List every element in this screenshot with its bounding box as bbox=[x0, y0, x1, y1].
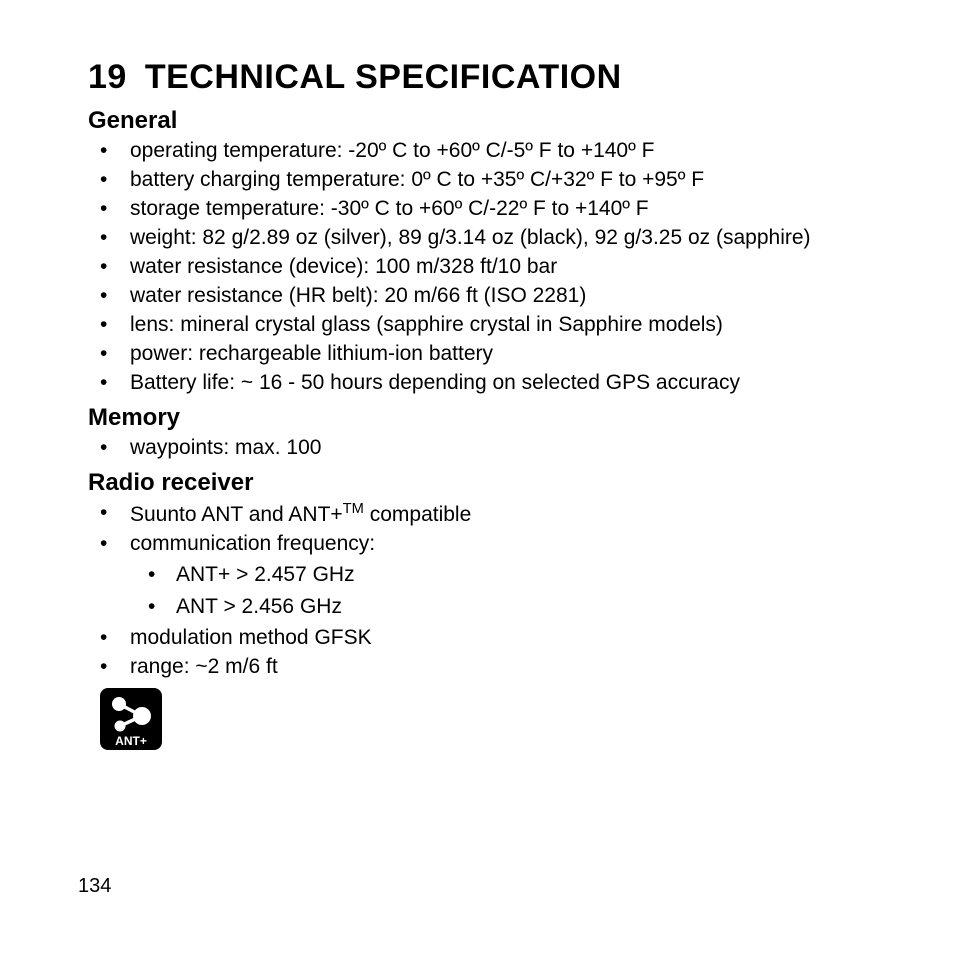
ant-plus-logo-icon: ANT+ bbox=[100, 688, 162, 750]
general-list: operating temperature: -20º C to +60º C/… bbox=[88, 137, 876, 398]
list-item: battery charging temperature: 0º C to +3… bbox=[88, 166, 876, 195]
list-item: weight: 82 g/2.89 oz (silver), 89 g/3.14… bbox=[88, 224, 876, 253]
list-item: lens: mineral crystal glass (sapphire cr… bbox=[88, 311, 876, 340]
memory-list: waypoints: max. 100 bbox=[88, 434, 876, 463]
list-item: operating temperature: -20º C to +60º C/… bbox=[88, 137, 876, 166]
list-item: modulation method GFSK bbox=[88, 624, 876, 653]
list-item: waypoints: max. 100 bbox=[88, 434, 876, 463]
section-heading-radio: Radio receiver bbox=[88, 469, 876, 497]
radio-list: Suunto ANT and ANT+TM compatible communi… bbox=[88, 499, 876, 682]
list-item: Battery life: ~ 16 - 50 hours depending … bbox=[88, 369, 876, 398]
list-item: ANT+ > 2.457 GHz bbox=[130, 559, 876, 592]
chapter-title-text: TECHNICAL SPECIFICATION bbox=[145, 58, 622, 96]
list-item: storage temperature: -30º C to +60º C/-2… bbox=[88, 195, 876, 224]
ant-plus-label: ANT+ bbox=[115, 734, 147, 748]
list-item: power: rechargeable lithium-ion battery bbox=[88, 340, 876, 369]
section-heading-memory: Memory bbox=[88, 404, 876, 432]
compat-suffix: compatible bbox=[364, 503, 471, 526]
trademark-sup: TM bbox=[343, 501, 364, 517]
list-item: range: ~2 m/6 ft bbox=[88, 653, 876, 682]
list-item: Suunto ANT and ANT+TM compatible bbox=[88, 499, 876, 530]
list-item: water resistance (HR belt): 20 m/66 ft (… bbox=[88, 282, 876, 311]
chapter-number: 19 bbox=[88, 58, 127, 96]
section-heading-general: General bbox=[88, 107, 876, 135]
list-item: ANT > 2.456 GHz bbox=[130, 591, 876, 624]
chapter-title: 19 TECHNICAL SPECIFICATION bbox=[88, 58, 876, 97]
page-number: 134 bbox=[78, 875, 111, 898]
list-item: communication frequency: ANT+ > 2.457 GH… bbox=[88, 530, 876, 624]
comm-freq-label: communication frequency: bbox=[130, 532, 375, 555]
list-item: water resistance (device): 100 m/328 ft/… bbox=[88, 253, 876, 282]
compat-prefix: Suunto ANT and ANT+ bbox=[130, 503, 343, 526]
freq-sublist: ANT+ > 2.457 GHz ANT > 2.456 GHz bbox=[130, 559, 876, 624]
